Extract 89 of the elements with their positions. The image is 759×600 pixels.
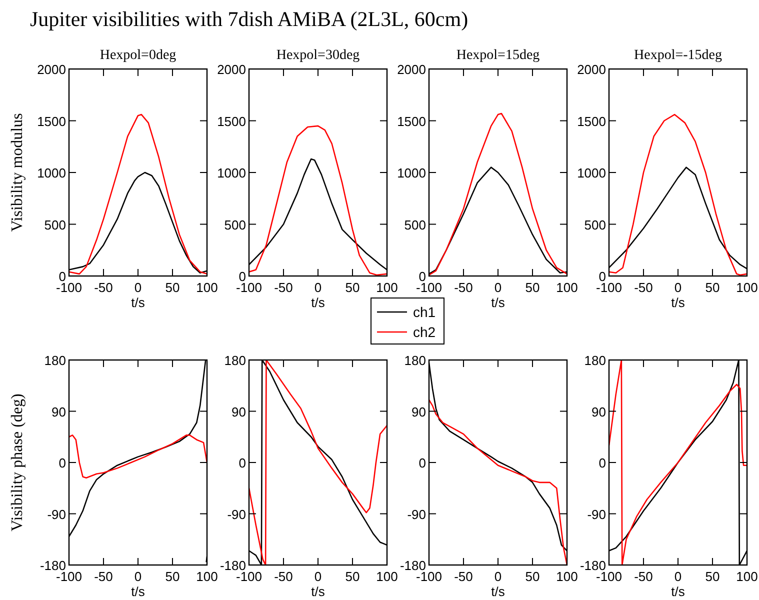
line-series	[69, 434, 207, 479]
y-tick-label: 1500	[37, 114, 66, 129]
y-tick-label: 2000	[397, 62, 426, 77]
x-tick-label: 0	[494, 280, 502, 295]
y-tick-label: 1000	[37, 166, 66, 180]
line-series	[249, 125, 387, 276]
x-tick-label: 50	[525, 569, 540, 584]
x-tick-label: 0	[134, 280, 142, 295]
x-axis-title: t/s	[131, 295, 146, 310]
x-tick-label: 100	[376, 280, 398, 295]
y-tick-label: 2000	[577, 62, 606, 77]
y-tick-label: 500	[584, 217, 606, 232]
y-tick-label: 90	[412, 404, 426, 420]
x-tick-label: 50	[165, 569, 180, 584]
x-tick-label: 0	[674, 569, 682, 584]
legend-label: ch2	[413, 324, 436, 340]
y-tick-label: 2000	[217, 62, 246, 77]
y-tick-label: 500	[44, 217, 66, 232]
x-tick-label: 0	[674, 280, 682, 295]
y-tick-label: 2000	[37, 62, 66, 77]
y-tick-label: 1000	[397, 166, 426, 180]
text: Jupiter visibilities with 7dish AMiBA (2L3L, 60cm)	[30, 7, 468, 31]
x-tick-label: -50	[274, 569, 293, 584]
x-tick-label: 100	[556, 569, 578, 584]
x-tick-label: -50	[274, 280, 293, 295]
line-series	[249, 360, 387, 565]
x-tick-label: 0	[314, 569, 322, 584]
x-tick-label: 50	[705, 569, 720, 584]
x-tick-label: 50	[525, 280, 540, 295]
x-tick-label: -50	[634, 569, 653, 584]
x-tick-label: 100	[736, 569, 758, 584]
x-tick-label: 100	[556, 280, 578, 295]
y-tick-label: 1000	[577, 166, 606, 180]
x-axis-title: t/s	[671, 584, 686, 599]
x-tick-label: 100	[196, 280, 218, 295]
x-tick-label: 0	[134, 569, 142, 584]
x-tick-label: 0	[314, 280, 322, 295]
chart-title: Hexpol=-15deg	[634, 48, 722, 63]
y-tick-label: 0	[418, 456, 426, 470]
y-tick-label: 500	[404, 217, 426, 232]
x-axis-title: t/s	[131, 584, 146, 599]
legend-label: ch1	[413, 304, 436, 320]
y-tick-label: 180	[404, 353, 426, 368]
y-tick-label: 0	[58, 456, 66, 470]
y-axis-title: Visibility modulus	[9, 113, 26, 232]
line-series	[429, 399, 567, 565]
x-tick-label: -50	[94, 280, 113, 295]
x-tick-label: 0	[494, 569, 502, 584]
chart-title: Hexpol=15deg	[456, 48, 540, 63]
x-tick-label: -50	[454, 280, 473, 295]
chart-title: Hexpol=0deg	[100, 48, 176, 63]
y-tick-label: 90	[52, 404, 66, 420]
x-axis-title: t/s	[491, 295, 506, 310]
x-axis-title: t/s	[671, 295, 686, 310]
x-tick-label: -50	[94, 569, 113, 584]
x-tick-label: 100	[736, 280, 758, 295]
y-tick-label: -90	[587, 506, 606, 522]
y-tick-label: -90	[47, 506, 66, 522]
x-tick-label: 50	[345, 569, 360, 584]
x-axis-title: t/s	[311, 584, 326, 599]
y-tick-label: 1000	[217, 166, 246, 180]
y-tick-label: 90	[232, 404, 246, 420]
x-axis-title: t/s	[311, 295, 326, 310]
y-tick-label: 500	[224, 217, 246, 232]
x-tick-label: -50	[634, 280, 653, 295]
y-tick-label: 1500	[217, 114, 246, 129]
line-series	[609, 360, 747, 565]
y-tick-label: 180	[224, 353, 246, 368]
line-series	[609, 114, 747, 276]
chart-title: Hexpol=30deg	[276, 48, 360, 63]
y-tick-label: 1500	[397, 114, 426, 129]
y-tick-label: 1500	[577, 114, 606, 129]
x-tick-label: -50	[454, 569, 473, 584]
y-tick-label: 180	[44, 353, 66, 368]
y-tick-label: -90	[407, 506, 426, 522]
x-tick-label: 100	[196, 569, 218, 584]
line-series	[69, 114, 207, 275]
x-tick-label: 50	[345, 280, 360, 295]
line-series	[429, 112, 567, 276]
y-tick-label: 90	[592, 404, 606, 420]
x-tick-label: 100	[376, 569, 398, 584]
x-tick-label: 50	[165, 280, 180, 295]
y-tick-label: 0	[598, 456, 606, 470]
x-tick-label: 50	[705, 280, 720, 295]
y-axis-title: Visibility phase (deg)	[9, 394, 26, 532]
y-tick-label: 180	[584, 353, 606, 368]
x-axis-title: t/s	[491, 584, 506, 599]
y-tick-label: -90	[227, 506, 246, 522]
y-tick-label: 0	[238, 456, 246, 470]
